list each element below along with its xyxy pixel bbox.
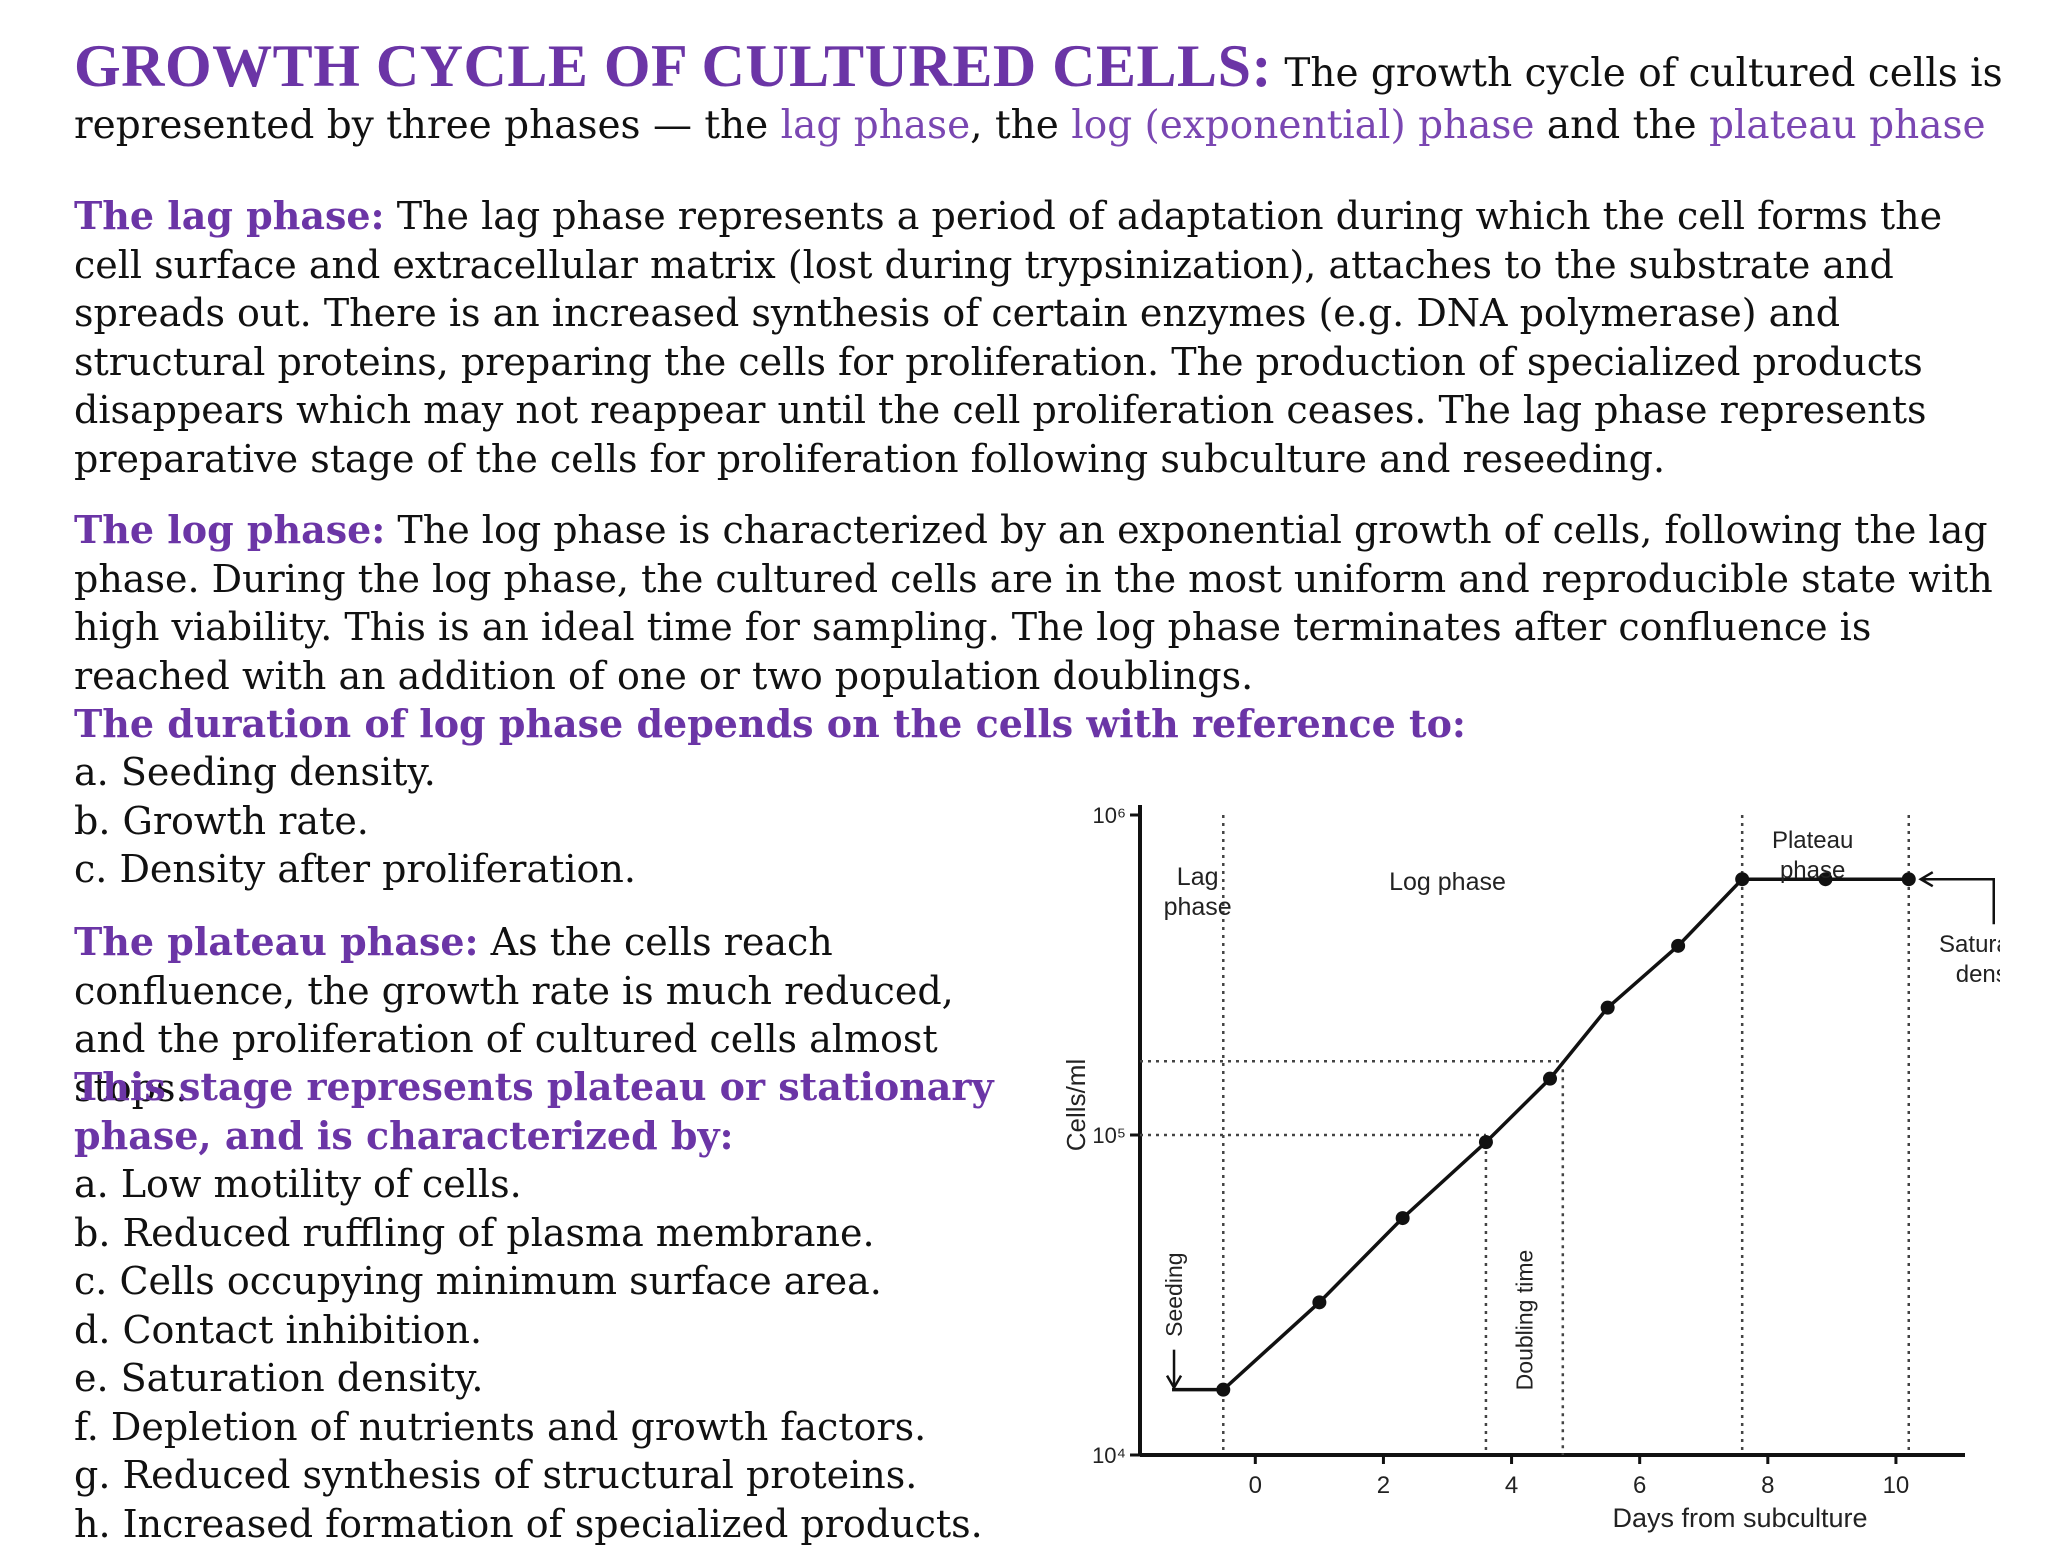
list-item: d. Contact inhibition. [74, 1306, 983, 1355]
list-item: b. Reduced ruffling of plasma membrane. [74, 1209, 983, 1258]
x-axis-label: Days from subculture [1612, 1503, 1867, 1533]
y-axis-label: Cells/ml [1061, 1059, 1091, 1151]
list-item: a. Seeding density. [74, 748, 636, 797]
page-heading: GROWTH CYCLE OF CULTURED CELLS: [74, 33, 1272, 99]
log-phase-paragraph: The log phase: The log phase is characte… [74, 506, 2014, 700]
list-item: e. Saturation density. [74, 1354, 983, 1403]
y-tick-label: 10⁵ [1092, 1123, 1126, 1148]
intro-sep-2: and the [1547, 103, 1697, 148]
data-point [1543, 1072, 1557, 1086]
data-point [1216, 1383, 1230, 1397]
doubling-time-label: Doubling time [1511, 1250, 1537, 1391]
x-tick-label: 2 [1377, 1472, 1390, 1499]
data-point [1601, 1001, 1615, 1015]
growth-curve-chart: 10⁴ 10⁵ 10⁶ 0 2 4 6 8 10 Days from subculture Cell… [1040, 790, 2000, 1536]
list-item: f. Depletion of nutrients and growth fac… [74, 1403, 983, 1452]
list-item: g. Reduced synthesis of structural prote… [74, 1451, 983, 1500]
data-point [1312, 1295, 1326, 1309]
intro-sep-1: , the [970, 103, 1059, 148]
list-item: a. Low motility of cells. [74, 1160, 983, 1209]
seeding-label: Seeding [1161, 1252, 1187, 1336]
x-tick-label: 6 [1633, 1472, 1646, 1499]
data-point [1902, 872, 1916, 886]
data-point [1479, 1135, 1493, 1149]
list-item: c. Density after proliferation. [74, 845, 636, 894]
list-item: c. Cells occupying minimum surface area. [74, 1257, 983, 1306]
y-tick-label: 10⁴ [1092, 1443, 1126, 1468]
growth-curve-line [1172, 879, 1909, 1389]
list-item: b. Growth rate. [74, 797, 636, 846]
lag-phase-paragraph: The lag phase: The lag phase represents … [74, 192, 2014, 483]
x-tick-label: 0 [1249, 1472, 1262, 1499]
y-tick-label: 10⁶ [1092, 803, 1126, 828]
log-phase-term: log (exponential) phase [1071, 103, 1534, 148]
data-point [1735, 872, 1749, 886]
plateau-phase-lead: The plateau phase: [74, 919, 479, 964]
log-phase-lead: The log phase: [74, 507, 385, 552]
x-tick-label: 10 [1883, 1472, 1910, 1499]
duration-list: a. Seeding density. b. Growth rate. c. D… [74, 748, 636, 894]
plateau-phase-term: plateau phase [1709, 103, 1986, 148]
plateau-characterized-heading: This stage represents plateau or station… [74, 1063, 1014, 1160]
page-title: GROWTH CYCLE OF CULTURED CELLS: The grow… [74, 40, 2014, 152]
phase-label-log: Log phase [1389, 868, 1506, 896]
data-point [1671, 939, 1685, 953]
x-tick-label: 8 [1761, 1472, 1774, 1499]
plateau-characteristics-list: a. Low motility of cells. b. Reduced ruf… [74, 1160, 983, 1548]
lag-phase-lead: The lag phase: [74, 193, 385, 238]
data-point [1396, 1211, 1410, 1225]
lag-phase-term: lag phase [781, 103, 971, 148]
x-tick-label: 4 [1505, 1472, 1518, 1499]
duration-heading: The duration of log phase depends on the… [74, 700, 1574, 749]
list-item: h. Increased formation of specialized pr… [74, 1500, 983, 1548]
